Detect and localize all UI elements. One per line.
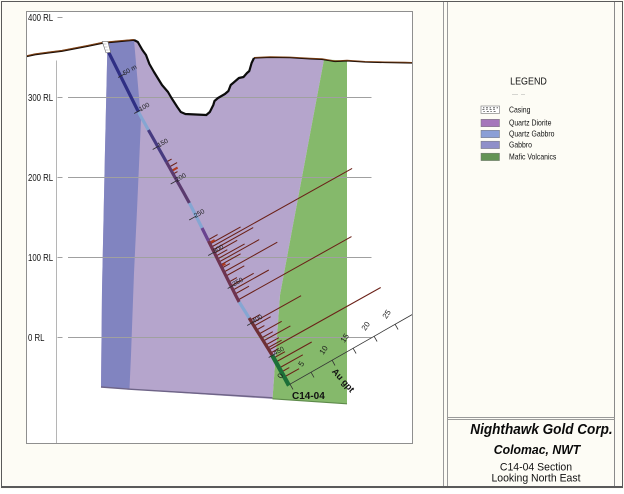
svg-text:150: 150 bbox=[157, 138, 170, 150]
svg-text:0 RL: 0 RL bbox=[28, 332, 44, 343]
svg-text:200: 200 bbox=[175, 172, 188, 184]
svg-text:300 RL: 300 RL bbox=[28, 92, 53, 103]
svg-text:Gabbro: Gabbro bbox=[509, 140, 532, 150]
svg-text:100: 100 bbox=[138, 102, 151, 114]
svg-text:LEGEND: LEGEND bbox=[510, 76, 547, 88]
svg-text:400: 400 bbox=[251, 314, 264, 326]
svg-text:350: 350 bbox=[232, 277, 245, 289]
svg-text:Casing: Casing bbox=[509, 105, 530, 115]
svg-text:100 RL: 100 RL bbox=[28, 252, 53, 263]
svg-text:450: 450 bbox=[273, 346, 286, 358]
svg-text:Looking North East: Looking North East bbox=[491, 472, 580, 484]
svg-text:Quartz Diorite: Quartz Diorite bbox=[509, 118, 551, 128]
svg-text:C14-04: C14-04 bbox=[292, 391, 325, 402]
svg-text:0: 0 bbox=[275, 371, 285, 380]
svg-text:250: 250 bbox=[193, 208, 206, 220]
svg-text:400 RL: 400 RL bbox=[28, 12, 53, 23]
svg-text:200 RL: 200 RL bbox=[28, 172, 53, 183]
svg-text:Colomac, NWT: Colomac, NWT bbox=[494, 442, 582, 458]
svg-text:Mafic Volcanics: Mafic Volcanics bbox=[509, 152, 557, 162]
svg-text:300: 300 bbox=[212, 244, 225, 256]
svg-text:Nighthawk Gold Corp.: Nighthawk Gold Corp. bbox=[470, 421, 612, 438]
svg-text:Quartz Gabbro: Quartz Gabbro bbox=[509, 129, 554, 139]
svg-text:5: 5 bbox=[296, 359, 306, 368]
svg-text:C14-04 Section: C14-04 Section bbox=[500, 461, 572, 473]
